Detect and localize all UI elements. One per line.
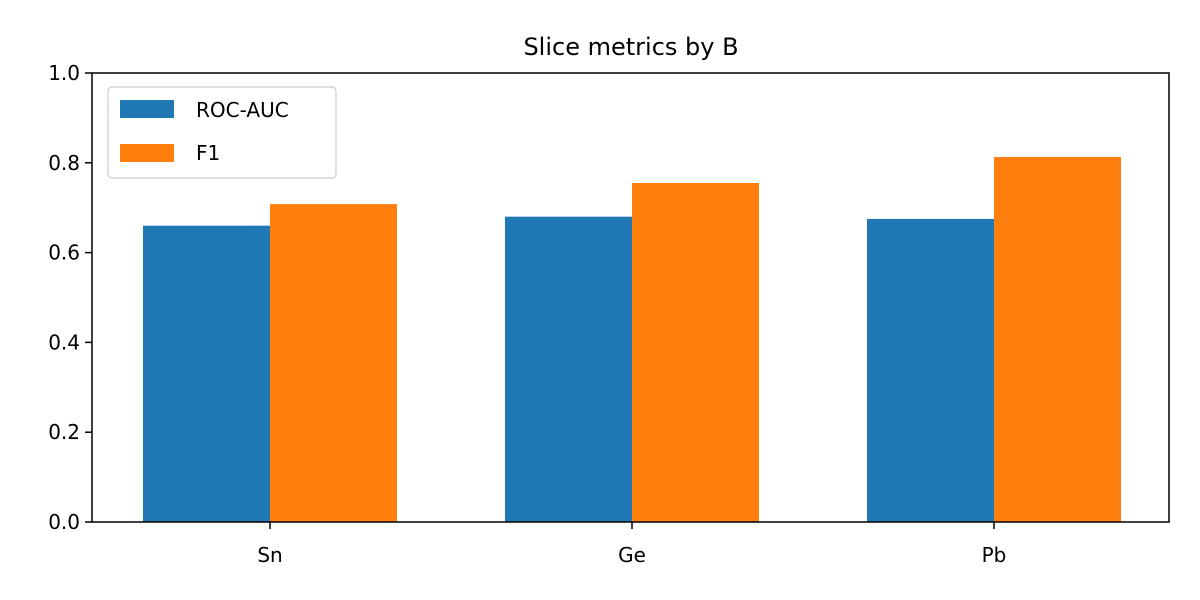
bar-f1-sn — [270, 204, 397, 522]
plot-frame — [91, 72, 1170, 523]
x-tick-label-pb: Pb — [982, 543, 1007, 567]
y-tick-label: 0.8 — [48, 151, 80, 175]
legend-label-roc-auc: ROC-AUC — [196, 98, 289, 122]
y-tick-label: 0.0 — [48, 510, 80, 534]
bar-roc-auc-pb — [867, 218, 994, 523]
y-tick-label: 0.2 — [48, 420, 80, 444]
legend-swatch-roc-auc — [120, 100, 174, 118]
y-tick-label: 0.6 — [48, 241, 80, 265]
bar-roc-auc-sn — [143, 225, 270, 522]
y-tick-label: 1.0 — [48, 61, 80, 85]
legend-swatch-f1 — [120, 144, 174, 162]
legend-label-f1: F1 — [196, 141, 220, 165]
y-axis: 0.0 0.2 0.4 0.6 0.8 1.0 — [48, 61, 92, 534]
bar-f1-pb — [994, 156, 1121, 522]
y-tick-label: 0.4 — [48, 330, 80, 354]
legend: ROC-AUC F1 — [107, 86, 337, 179]
x-tick-label-sn: Sn — [257, 543, 282, 567]
x-axis: Sn Ge Pb — [257, 522, 1006, 567]
bar-f1-ge — [632, 183, 759, 522]
bars-group — [143, 156, 1121, 523]
chart-title: Slice metrics by B — [523, 33, 738, 61]
bar-roc-auc-ge — [505, 216, 632, 522]
x-tick-label-ge: Ge — [618, 543, 646, 567]
